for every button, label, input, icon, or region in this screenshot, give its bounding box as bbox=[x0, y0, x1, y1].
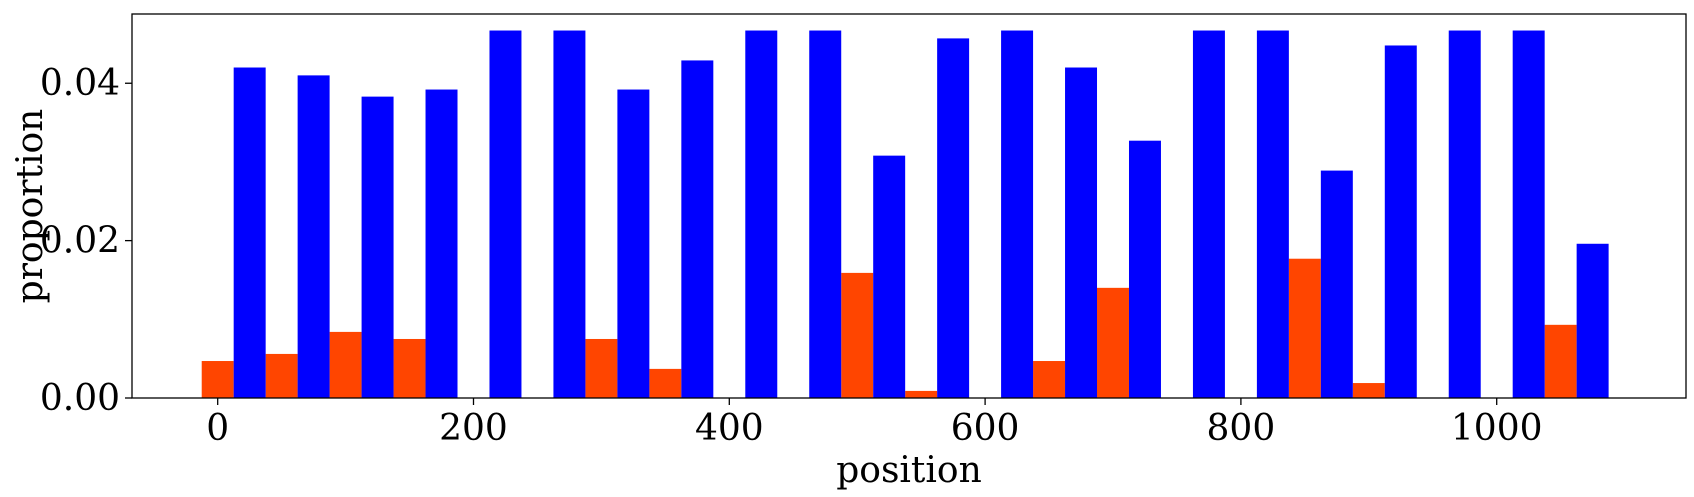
bar-series-2-725 bbox=[1128, 140, 1161, 398]
bar-series-2-925 bbox=[1384, 45, 1417, 398]
bar-series-2-975 bbox=[1448, 30, 1481, 399]
bar-series-2-475 bbox=[809, 30, 842, 399]
bar-series-1-700 bbox=[1097, 287, 1129, 398]
bar-series-1-0 bbox=[201, 361, 234, 398]
bar-series-2-175 bbox=[425, 89, 458, 398]
bar-series-2-275 bbox=[553, 30, 586, 399]
bar-series-1-150 bbox=[393, 338, 426, 398]
bar-series-2-875 bbox=[1320, 170, 1353, 398]
y-tick-label: 0.00 bbox=[40, 378, 120, 419]
bar-series-2-775 bbox=[1192, 30, 1225, 399]
bar-series-1-300 bbox=[585, 338, 618, 398]
x-axis-label: position bbox=[836, 450, 982, 491]
bar-series-2-25 bbox=[233, 67, 266, 398]
bars-layer bbox=[201, 30, 1609, 399]
x-tick-label: 1000 bbox=[1451, 408, 1543, 449]
x-tick-label: 600 bbox=[951, 408, 1020, 449]
bar-series-2-75 bbox=[297, 75, 330, 398]
bar-series-1-500 bbox=[841, 272, 874, 398]
x-axis: 0 200 400 600 800 1000 bbox=[206, 398, 1543, 449]
bar-series-2-325 bbox=[617, 89, 650, 398]
bar-series-2-825 bbox=[1256, 30, 1289, 399]
bar-series-1-850 bbox=[1288, 258, 1321, 398]
bar-series-2-425 bbox=[745, 30, 778, 399]
plot-frame bbox=[131, 13, 1687, 399]
bar-series-2-125 bbox=[361, 96, 394, 399]
bar-series-1-900 bbox=[1352, 383, 1385, 398]
bar-series-2-1025 bbox=[1512, 30, 1545, 399]
bar-series-2-1075 bbox=[1576, 243, 1609, 398]
bar-series-2-525 bbox=[873, 155, 906, 398]
bar-series-2-625 bbox=[1001, 30, 1034, 399]
x-tick-label: 800 bbox=[1207, 408, 1276, 449]
bar-series-2-375 bbox=[681, 60, 714, 399]
y-tick-label: 0.02 bbox=[40, 221, 120, 262]
bar-series-1-650 bbox=[1033, 361, 1066, 398]
y-tick-label: 0.04 bbox=[40, 63, 120, 104]
bar-series-1-50 bbox=[265, 353, 298, 398]
bar-series-2-575 bbox=[937, 38, 970, 398]
bar-series-1-1050 bbox=[1544, 324, 1577, 398]
bar-series-1-550 bbox=[905, 390, 938, 398]
y-axis-label: proportion bbox=[10, 109, 51, 304]
x-tick-label: 400 bbox=[695, 408, 764, 449]
x-tick-label: 0 bbox=[206, 408, 229, 449]
x-tick-label: 200 bbox=[439, 408, 508, 449]
bar-series-1-350 bbox=[649, 368, 682, 398]
bar-series-2-675 bbox=[1065, 67, 1098, 398]
bar-series-2-225 bbox=[489, 30, 522, 399]
y-axis: 0.00 0.02 0.04 bbox=[40, 63, 132, 419]
bar-series-1-100 bbox=[329, 331, 362, 398]
